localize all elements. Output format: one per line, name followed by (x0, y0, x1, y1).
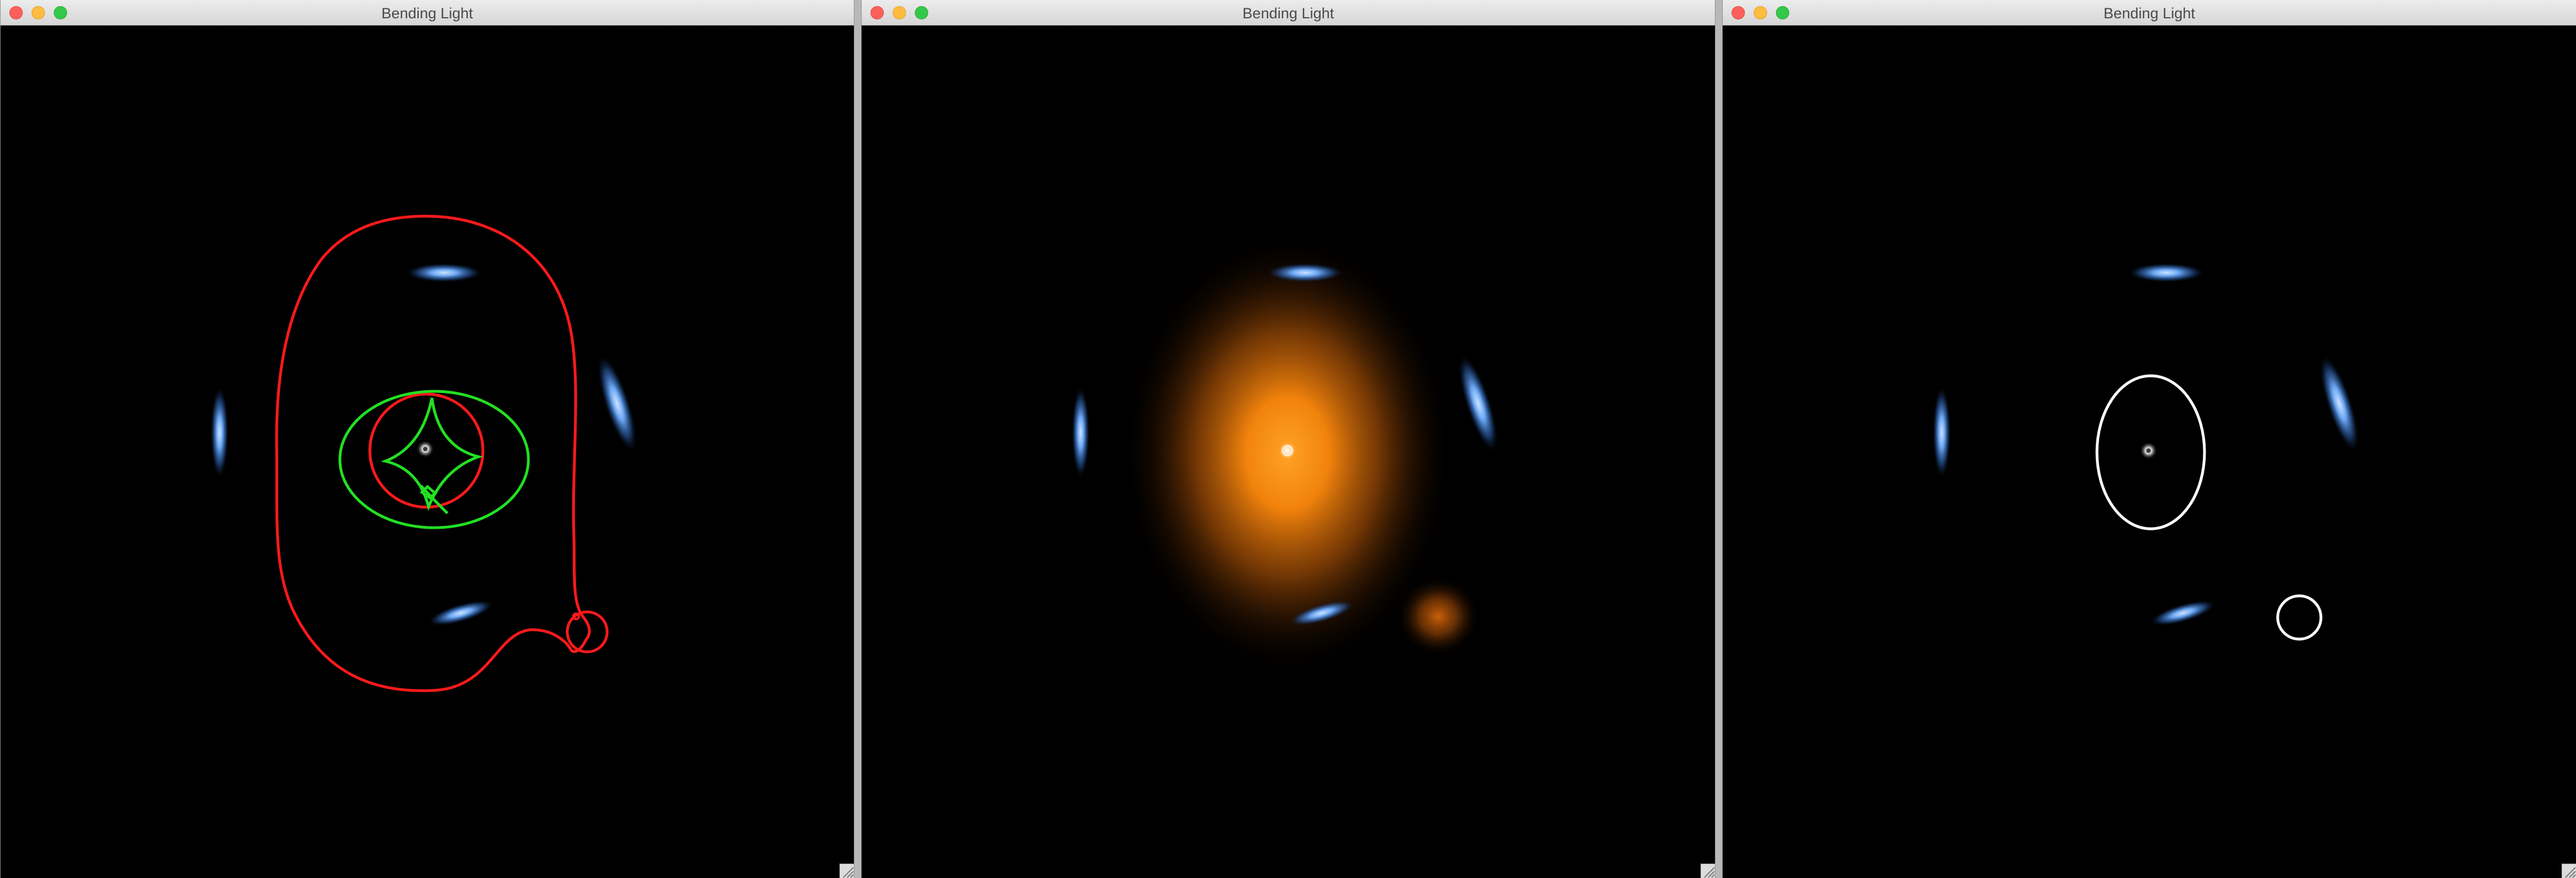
lens-plot (1072, 232, 1498, 675)
title-bar[interactable]: Bending Light (1, 0, 854, 25)
lens-outline-main (2095, 374, 2206, 530)
window-title: Bending Light (2103, 5, 2196, 22)
lens-canvas[interactable] (1, 25, 854, 878)
lensed-arc-bottom (1290, 600, 1354, 626)
lensed-arc-right (2320, 356, 2359, 451)
lens-core (1279, 442, 1296, 460)
close-button[interactable] (9, 6, 23, 19)
zoom-button[interactable] (915, 6, 928, 19)
resize-grip[interactable] (839, 864, 854, 878)
lensed-arc-top (1267, 263, 1343, 282)
window-title: Bending Light (381, 5, 474, 22)
lens-outline-satellite (2276, 594, 2323, 641)
window-source-outlines[interactable]: Bending Light (1722, 0, 2576, 878)
critical-curve-satellite-inner (572, 612, 580, 620)
critical-curve-outer (275, 215, 591, 692)
resize-grip[interactable] (1701, 864, 1715, 878)
lensed-arc-bottom (429, 600, 493, 626)
caustic-outer (338, 390, 530, 529)
lensed-arc-left (1933, 387, 1951, 478)
lens-canvas[interactable] (1723, 25, 2576, 878)
lensed-arc-left (211, 387, 228, 478)
window-title: Bending Light (1242, 5, 1335, 22)
lens-plot (1933, 263, 2359, 641)
zoom-button[interactable] (1776, 6, 1789, 19)
lens-canvas[interactable] (862, 25, 1715, 878)
window-critical-curves[interactable]: Bending Light (0, 0, 854, 878)
resize-grip[interactable] (2562, 864, 2576, 878)
minimize-button[interactable] (32, 6, 45, 19)
critical-curve-satellite (566, 610, 609, 654)
lensed-arc-right (598, 356, 637, 451)
critical-curve-inner (368, 392, 485, 509)
lens-plot (211, 215, 637, 692)
minimize-button[interactable] (1754, 6, 1767, 19)
title-bar[interactable]: Bending Light (862, 0, 1715, 25)
zoom-button[interactable] (54, 6, 67, 19)
lensed-arc-top (2129, 263, 2204, 282)
resize-grip-icon (1704, 867, 1715, 878)
lensed-arc-right (1459, 356, 1498, 451)
caustic-cusp (420, 484, 449, 514)
lensed-arc-bottom (2151, 600, 2215, 626)
resize-grip-icon (2565, 867, 2576, 878)
close-button[interactable] (1732, 6, 1745, 19)
window-lens-light[interactable]: Bending Light (861, 0, 1715, 878)
title-bar[interactable]: Bending Light (1723, 0, 2576, 25)
resize-grip-icon (843, 867, 854, 878)
lensed-arc-top (406, 263, 482, 282)
lensed-arc-left (1072, 387, 1090, 478)
close-button[interactable] (870, 6, 884, 19)
lens-glow-satellite (1396, 576, 1480, 656)
caustic-astroid (380, 397, 483, 511)
minimize-button[interactable] (893, 6, 906, 19)
